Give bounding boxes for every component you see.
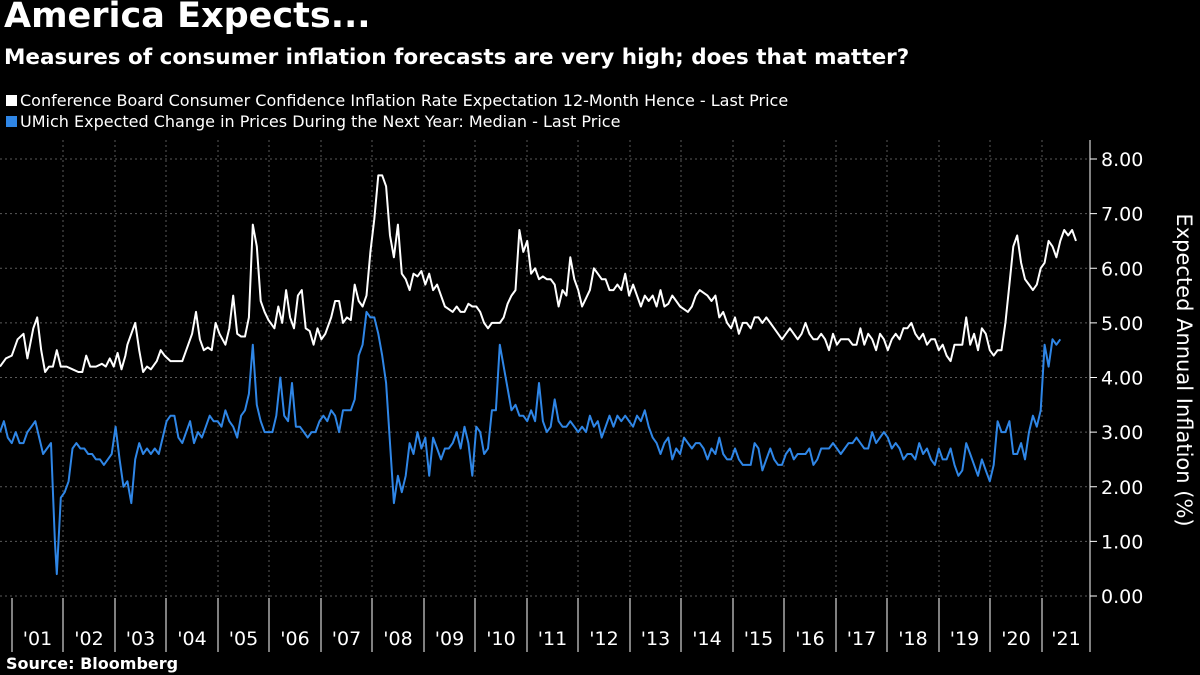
x-tick-label: '05 [229,628,258,650]
x-tick-label: '01 [23,628,52,650]
x-tick-label: '10 [486,628,515,650]
legend-swatch-blue [6,116,17,127]
y-tick-label: 7.00 [1101,204,1143,226]
x-tick-label: '15 [744,628,773,650]
x-tick-label: '03 [126,628,155,650]
y-tick-label: 5.00 [1101,313,1143,335]
x-tick-label: '08 [383,628,412,650]
y-tick-label: 3.00 [1101,422,1143,444]
chart-subtitle: Measures of consumer inflation forecasts… [4,45,910,70]
series-line-umich [0,310,1062,576]
legend-item-conference-board: Conference Board Consumer Confidence Inf… [6,91,788,110]
legend-swatch-white [6,95,17,106]
x-tick-label: '13 [641,628,670,650]
x-tick-label: '20 [1001,628,1030,650]
y-tick-label: 0.00 [1101,586,1143,608]
y-tick-label: 8.00 [1101,149,1143,171]
x-tick-label: '19 [950,628,979,650]
series-line-conference-board [0,174,1077,373]
source-note: Source: Bloomberg [6,654,179,673]
x-tick-label: '16 [795,628,824,650]
y-tick-label: 1.00 [1101,531,1143,553]
x-tick-label: '02 [74,628,103,650]
x-tick-label: '04 [177,628,206,650]
x-tick-label: '17 [847,628,876,650]
legend-label-umich: UMich Expected Change in Prices During t… [20,112,621,131]
x-tick-label: '09 [435,628,464,650]
y-tick-label: 6.00 [1101,258,1143,280]
y-tick-label: 4.00 [1101,368,1143,390]
x-tick-label: '18 [898,628,927,650]
y-tick-label: 2.00 [1101,477,1143,499]
chart-title: America Expects... [4,0,371,36]
legend-label-conference-board: Conference Board Consumer Confidence Inf… [20,91,789,110]
y-axis-label: Expected Annual Inflation (%) [1172,213,1196,526]
x-tick-label: '21 [1051,628,1080,650]
x-tick-label: '12 [589,628,618,650]
x-tick-label: '07 [332,628,361,650]
x-tick-label: '14 [692,628,721,650]
legend-item-umich: UMich Expected Change in Prices During t… [6,112,620,131]
x-tick-label: '11 [538,628,567,650]
x-tick-label: '06 [280,628,309,650]
